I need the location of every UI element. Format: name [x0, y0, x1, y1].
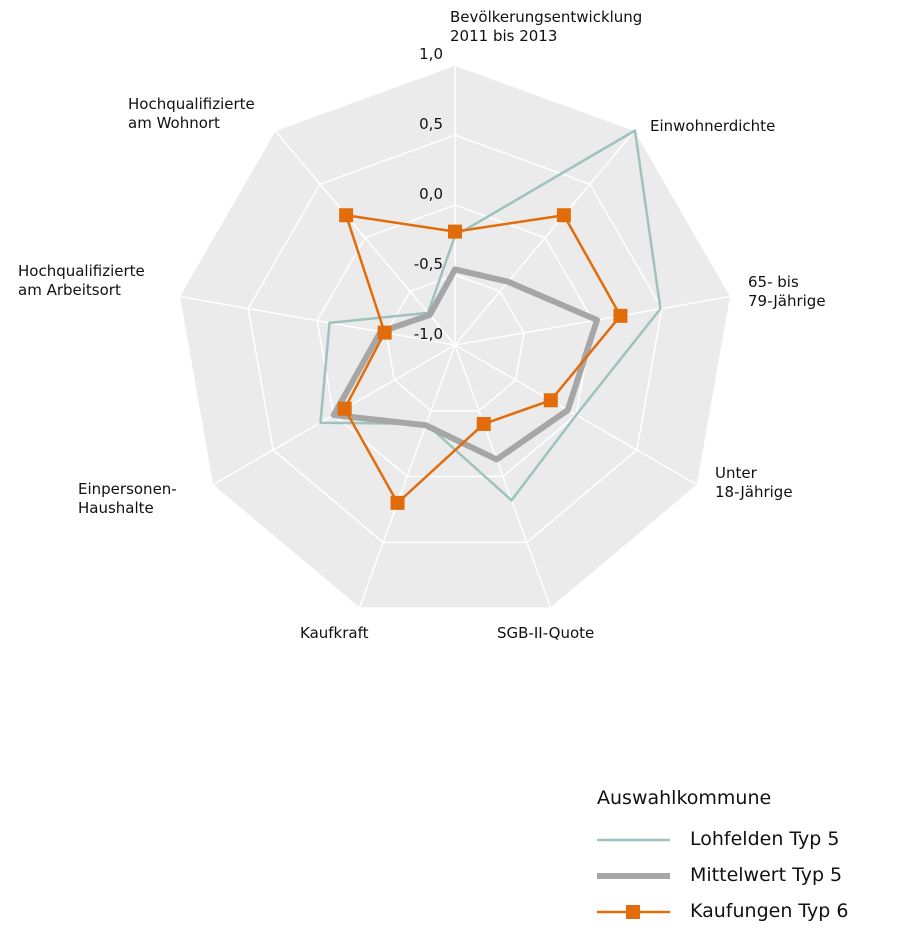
grid-ring — [178, 64, 732, 609]
axis-label: Einpersonen- Haushalte — [78, 480, 177, 517]
axis-label: Hochqualifizierte am Arbeitsort — [18, 262, 145, 299]
y-tick-label: -1,0 — [414, 325, 443, 343]
y-tick-label: 0,5 — [419, 115, 443, 133]
grid-ring — [247, 134, 663, 544]
marker — [337, 401, 352, 416]
grid-ring — [385, 274, 525, 412]
marker — [390, 495, 405, 510]
legend-title: Auswahlkommune — [597, 787, 772, 809]
axis-label: Hochqualifizierte am Wohnort — [128, 95, 255, 132]
axis-label: Kaufkraft — [300, 624, 369, 642]
y-tick-label: 0,0 — [419, 185, 443, 203]
axis-label: Einwohnerdichte — [650, 117, 776, 135]
spoke — [274, 130, 456, 346]
legend-label: Lohfelden Typ 5 — [690, 828, 840, 850]
axis-label: 65- bis 79-Jährige — [748, 273, 826, 310]
marker — [556, 208, 571, 223]
marker — [476, 416, 491, 431]
marker — [613, 308, 628, 323]
marker — [377, 325, 392, 340]
marker — [448, 224, 462, 239]
legend-label: Kaufungen Typ 6 — [690, 900, 849, 922]
spoke — [179, 295, 456, 346]
marker — [543, 393, 558, 408]
legend-marker — [626, 905, 640, 919]
grid-ring — [316, 204, 594, 478]
axis-label: Unter 18-Jährige — [715, 464, 793, 501]
legend-label: Mittelwert Typ 5 — [690, 864, 843, 886]
y-tick-label: -0,5 — [414, 255, 443, 273]
axis-label: Bevölkerungsentwicklung 2011 bis 2013 — [450, 8, 643, 45]
spoke — [454, 344, 552, 609]
series-line — [343, 213, 622, 505]
axis-label: SGB-II-Quote — [497, 624, 595, 642]
spoke — [358, 344, 456, 609]
y-tick-label: 1,0 — [419, 45, 443, 63]
series-line — [330, 266, 601, 463]
marker — [339, 208, 354, 223]
spoke — [454, 130, 636, 346]
